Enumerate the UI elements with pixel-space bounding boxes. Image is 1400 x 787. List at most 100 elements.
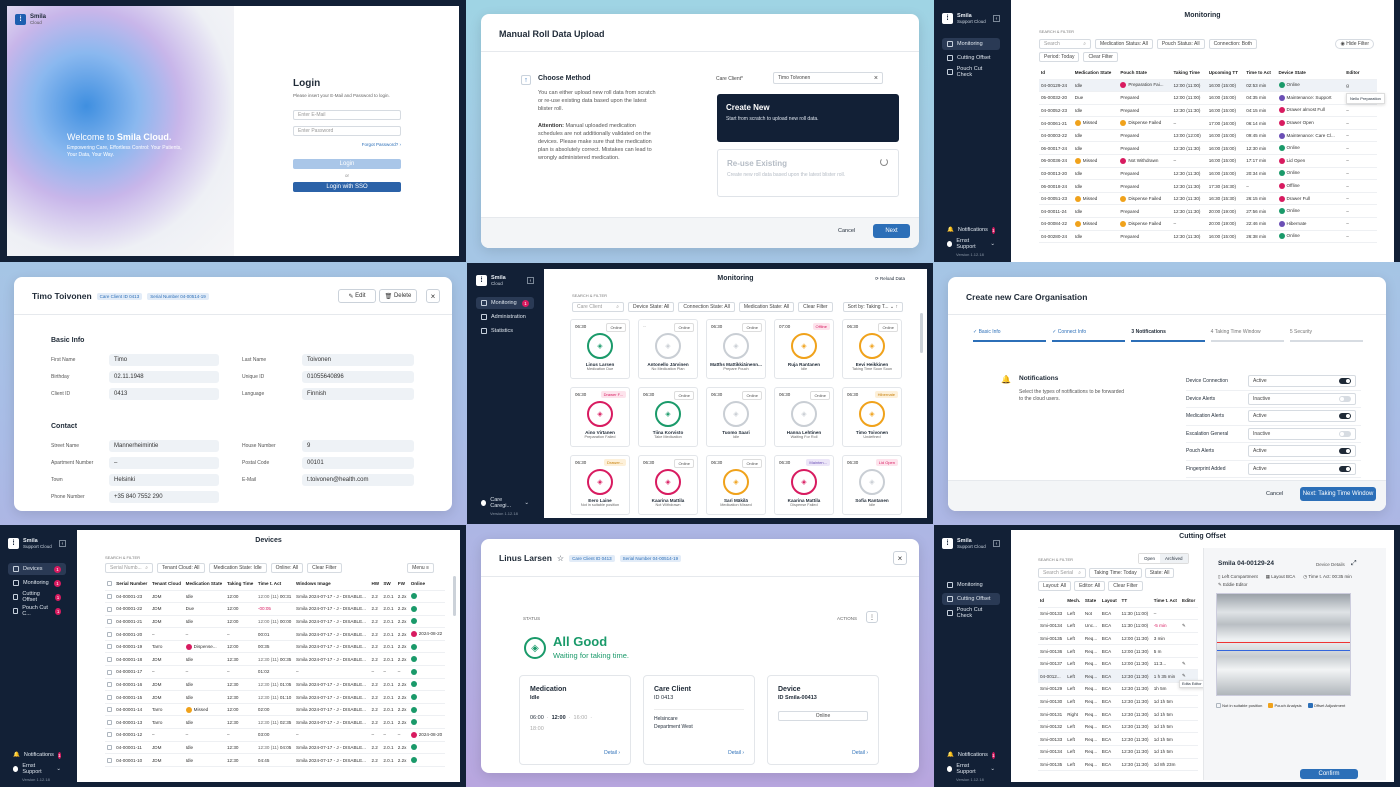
cell-editor[interactable]: – — [1344, 217, 1377, 231]
filter-layout[interactable]: Layout: All — [1038, 581, 1072, 591]
table-row[interactable]: 04-00001-21 JDM Idle 12:00 12:00 (11) 00… — [105, 615, 445, 629]
cell-editor[interactable]: g — [1344, 79, 1377, 93]
menu-button[interactable]: Menu ≡ — [407, 563, 434, 573]
filter-connection-state[interactable]: Connection State: All — [678, 302, 735, 312]
table-row[interactable]: 04-00001-19 Tarro Dispense... 12:00 00:3… — [105, 640, 445, 654]
table-row[interactable]: 04-00001-13 Tarro Idle 12:30 12:30 (11) … — [105, 715, 445, 730]
expand-icon[interactable]: ⤢ — [1351, 560, 1357, 567]
user-menu[interactable]: Ernst Support ⌄ — [8, 763, 66, 775]
filter-online[interactable]: Online: All — [270, 563, 304, 573]
edit-icon[interactable] — [1180, 732, 1198, 747]
column-header[interactable]: Layout — [1099, 595, 1120, 608]
medication-detail-link[interactable]: Detail › — [604, 750, 620, 756]
reload-data-button[interactable]: ⟳ Reload Data — [874, 276, 905, 281]
nav-monitoring[interactable]: Monitoring 1 — [8, 577, 66, 589]
row-checkbox[interactable] — [105, 665, 115, 679]
search-input[interactable]: Serial Numb... ⌕ — [105, 563, 153, 573]
close-icon[interactable]: × — [893, 551, 907, 565]
user-menu[interactable]: Ernst Support ⌄ — [942, 763, 1000, 775]
step-5[interactable]: 5 Security — [1289, 329, 1364, 342]
column-header[interactable]: Taking Time — [224, 578, 256, 591]
table-row[interactable]: 04-00011-24 Idle Prepared 12:30 (11:30) … — [1039, 204, 1377, 219]
step-1[interactable]: ✓ Basic Info — [973, 329, 1047, 342]
next-button[interactable]: Next — [873, 224, 910, 238]
edit-icon[interactable] — [1180, 720, 1198, 734]
client-select[interactable]: Timo Tolvonen × — [773, 72, 883, 84]
row-checkbox[interactable] — [105, 703, 115, 717]
table-row[interactable]: 04-00001-18 JDM Idle 12:30 12:30 (11) 00… — [105, 652, 445, 667]
clear-filter-button[interactable]: Clear Filter — [798, 302, 833, 312]
toggle-switch[interactable] — [1339, 465, 1351, 472]
row-checkbox[interactable] — [105, 590, 115, 604]
client-card[interactable]: 06:30 Drawer... ◈ Eero Laine Not in suit… — [570, 455, 630, 515]
confirm-button[interactable]: Confirm — [1300, 769, 1358, 779]
filter-state[interactable]: State: All — [1144, 568, 1175, 578]
edit-icon[interactable] — [1180, 745, 1198, 759]
column-header[interactable]: HW — [369, 578, 382, 591]
table-row[interactable]: 04-00084-22 Missed Dispense Failed – 20:… — [1039, 217, 1377, 231]
nav-pouch-cut-check[interactable]: Pouch Cut C... 1 — [8, 605, 66, 617]
table-row[interactable]: Smi-00135 Left Req... BCA 12:00 (11:30) … — [1038, 632, 1198, 646]
table-row[interactable]: Smi-00136 Left Req... BCA 12:00 (11:30) … — [1038, 644, 1198, 658]
setting-toggle-field[interactable]: Active — [1248, 375, 1356, 388]
nav-cutting-offset[interactable]: Cutting Offset — [942, 52, 1000, 64]
scrollbar[interactable] — [920, 313, 923, 353]
table-row[interactable]: 04-00129-24 Idle Preparation Fai... 12:0… — [1039, 79, 1377, 93]
table-row[interactable]: 06-00036-24 Missed Not Withdrawn – 16:00… — [1039, 154, 1377, 168]
nav-monitoring[interactable]: Monitoring — [942, 579, 1000, 591]
column-header[interactable]: FW — [395, 578, 409, 591]
filter-editor[interactable]: Editor: All — [1074, 581, 1106, 591]
column-header[interactable]: Tenant Cloud — [150, 578, 184, 591]
collapse-icon[interactable]: ‹ — [527, 277, 534, 284]
nav-cutting-offset[interactable]: Cutting Offset — [942, 593, 1000, 605]
nav-notifications[interactable]: 🔔 Notifications 1 — [13, 751, 61, 759]
client-card[interactable]: 06:30 Online ◈ Sari Mäkilä Medication Mi… — [706, 455, 766, 515]
client-card[interactable]: 06:30 Online ◈ Kaarina Mattila Not Withd… — [638, 455, 698, 515]
nav-notifications[interactable]: 🔔 Notifications 1 — [947, 751, 995, 759]
column-header[interactable]: Time t. Act — [255, 578, 295, 591]
cell-editor[interactable]: – — [1344, 192, 1377, 206]
reuse-existing-option[interactable]: Re-use Existing Create new roll data bas… — [717, 149, 899, 197]
row-checkbox[interactable] — [105, 678, 115, 692]
table-row[interactable]: 03-00013-20 Idle Prepared 12:30 (11:30) … — [1039, 167, 1377, 181]
table-row[interactable]: 04-00001-14 Tarro Missed 12:00 02:00 Smi… — [105, 703, 445, 717]
create-new-option[interactable]: Create New Start from scratch to upload … — [717, 94, 899, 142]
sort-select[interactable]: Sort by: Taking T... ⌄ ↑ — [842, 302, 903, 312]
user-menu[interactable]: Care Caregi... ⌄ — [476, 497, 534, 509]
client-card[interactable]: 06:30 Drawer F... ◈ Aino Virtanen Prepar… — [570, 387, 630, 447]
table-row[interactable]: 04-00001-12 – – – 03:00 – – – – 2024-08-… — [105, 728, 445, 742]
search-input[interactable]: Care Client ⌕ — [572, 302, 624, 312]
table-row[interactable]: 06-00017-24 Idle Prepared 12:30 (11:30) … — [1039, 141, 1377, 156]
edit-icon[interactable] — [1180, 695, 1198, 709]
step-2[interactable]: ✓ Connect Info — [1052, 329, 1126, 342]
row-checkbox[interactable] — [105, 728, 115, 742]
edit-icon[interactable] — [1180, 632, 1198, 646]
table-row[interactable]: 04-00001-16 JDM Idle 12:30 12:30 (11) 01… — [105, 678, 445, 692]
tab-open[interactable]: Open — [1139, 554, 1161, 563]
nav-devices[interactable]: Devices 1 — [8, 563, 66, 575]
filter-taking-time[interactable]: Taking Time: Today — [1089, 568, 1142, 578]
toggle-switch[interactable] — [1339, 378, 1351, 385]
table-row[interactable]: Smi-00133 Left Not BCA 11:30 (11:00) – — [1038, 607, 1198, 621]
client-card[interactable]: 07:00 Offline ◈ Ruja Rantanen Idle — [774, 319, 834, 379]
client-card[interactable]: 06:30 Online ◈ Eevi Heikkinen Taking Tim… — [842, 319, 902, 379]
option-not-suitable[interactable]: Not in suitable position — [1216, 703, 1262, 709]
hide-filter-button[interactable]: ◉ Hide Filter — [1335, 39, 1374, 49]
table-row[interactable]: 04-00001-22 JDM Due 12:00 -00:05 Smila 2… — [105, 602, 445, 616]
cell-editor[interactable]: – — [1344, 116, 1377, 130]
row-checkbox[interactable] — [105, 741, 115, 755]
nav-pouch-cut-check[interactable]: Pouch Cut Check — [942, 66, 1000, 78]
column-header[interactable]: Editor — [1344, 67, 1377, 80]
table-row[interactable]: 04-00061-21 Missed Dispense Failed – 17:… — [1039, 116, 1377, 130]
row-checkbox[interactable] — [105, 640, 115, 654]
row-checkbox[interactable] — [105, 753, 115, 767]
column-header[interactable]: SW — [381, 578, 396, 591]
table-row[interactable]: 04-0012... Left Req... BCA 12:30 (11:30)… — [1038, 669, 1198, 684]
collapse-icon[interactable]: ‹ — [59, 540, 66, 547]
filter-device-state[interactable]: Device State: All — [628, 302, 675, 312]
client-card[interactable]: 06:30 Online ◈ Hanna Lehtinen Waiting Fo… — [774, 387, 834, 447]
edit-icon[interactable]: ✎ — [1180, 657, 1198, 671]
table-row[interactable]: 04-00001-20 – – – 00:01 Smila 2024-07-17… — [105, 627, 445, 641]
column-header[interactable]: Id — [1039, 67, 1073, 80]
close-icon[interactable]: × — [426, 289, 440, 303]
